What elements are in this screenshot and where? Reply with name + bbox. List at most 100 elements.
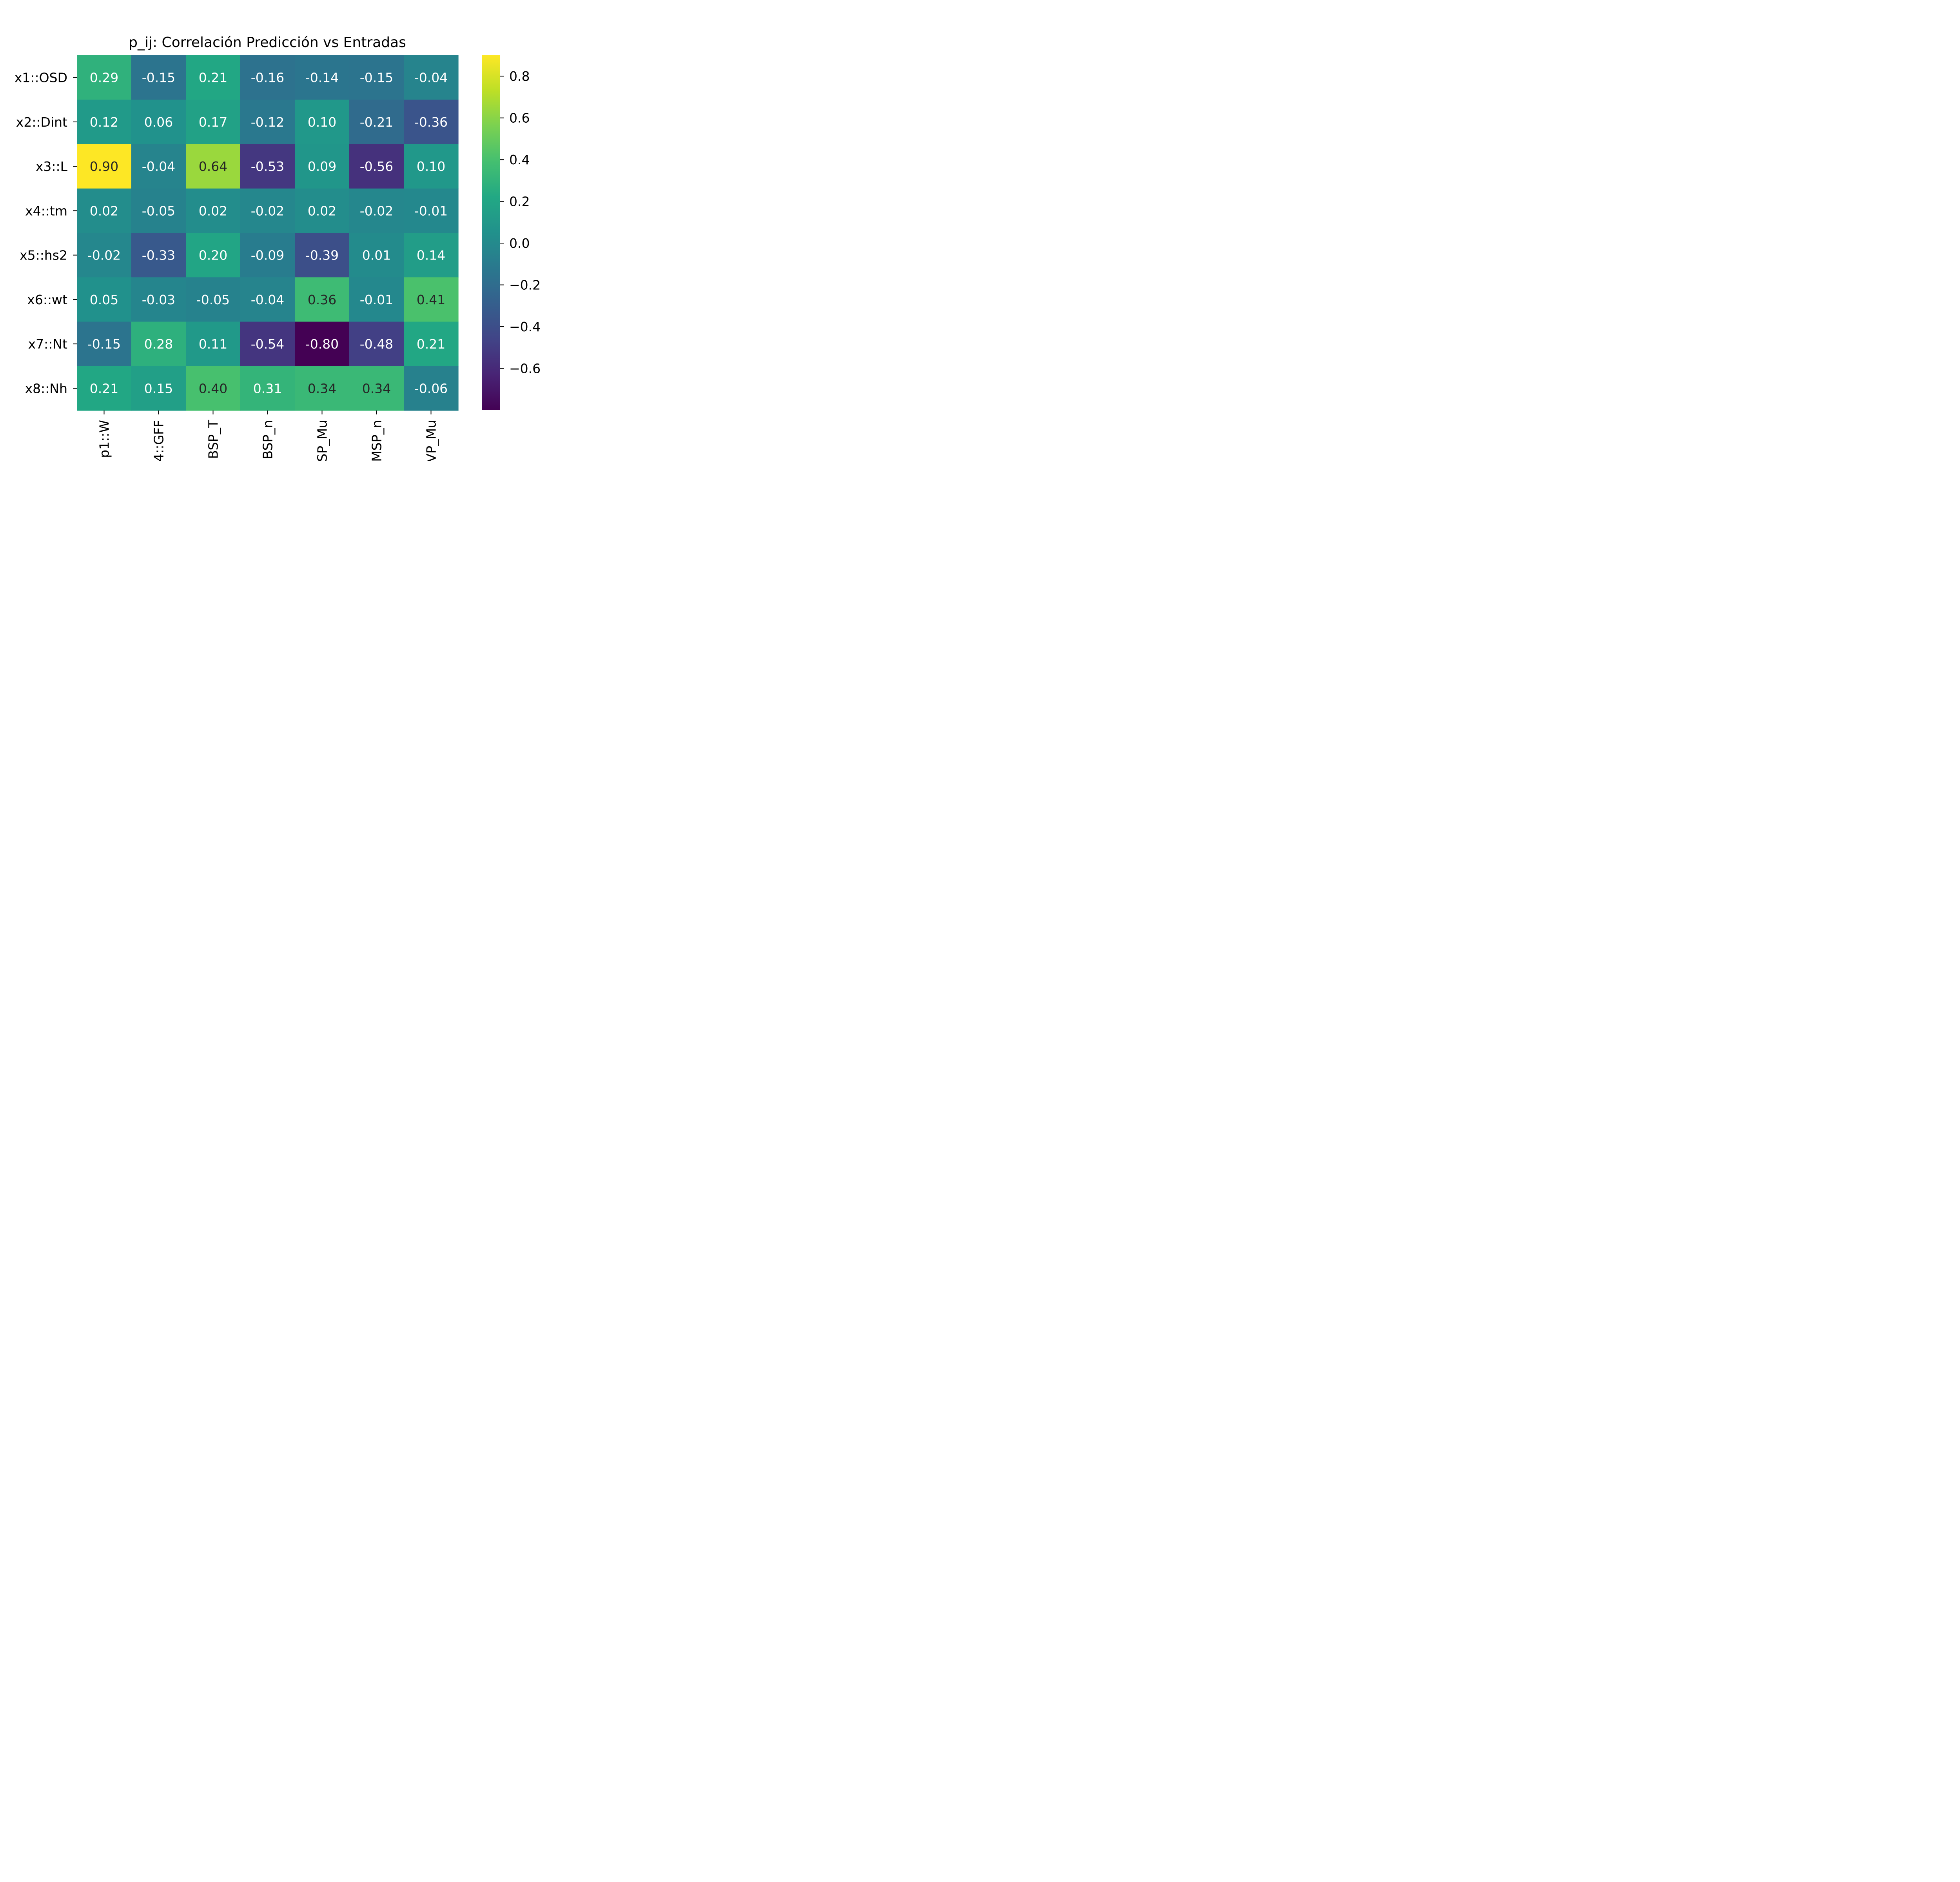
cell-value-label: -0.05 [196,292,230,307]
x-tick-label: BSP_T [206,420,221,459]
y-tick-label: x6::wt [27,292,67,307]
x-tick-label: VP_Mu [424,420,439,461]
heatmap-cell [295,100,350,145]
cell-value-label: 0.14 [417,248,445,263]
heatmap-cell [77,55,132,100]
cell-value-label: -0.06 [414,381,448,396]
heatmap-cell [131,100,186,145]
cell-value-label: 0.02 [199,203,227,218]
cell-value-label: 0.12 [90,114,118,130]
cell-value-label: 0.36 [308,292,336,307]
cell-value-label: -0.05 [142,203,175,218]
heatmap-cell [404,233,459,278]
x-tick-label: MSP_n [369,420,385,461]
cell-value-label: 0.41 [417,292,445,307]
heatmap-cell [404,322,459,367]
cell-value-label: -0.36 [414,114,448,130]
colorbar-tick-label: 0.6 [509,111,530,126]
colorbar-tick-label: 0.2 [509,194,530,209]
cell-value-label: 0.31 [253,381,282,396]
heatmap-cell [77,322,132,367]
cell-value-label: 0.28 [144,336,173,352]
cell-value-label: -0.39 [305,248,339,263]
cell-value-label: 0.02 [308,203,336,218]
heatmap-cell [240,144,295,189]
cell-value-label: 0.10 [417,159,445,174]
heatmap-cell [186,100,241,145]
y-tick-label: x8::Nh [25,381,67,396]
cell-value-label: -0.09 [251,248,284,263]
heatmap-cell [349,233,404,278]
cell-value-label: -0.01 [360,292,393,307]
y-axis: x1::OSDx2::Dintx3::Lx4::tmx5::hs2x6::wtx… [15,70,77,396]
x-tick-label: p1::W [97,420,112,458]
heatmap-cell [186,188,241,233]
cell-value-label: -0.14 [305,70,339,85]
heatmap-cell [186,277,241,322]
heatmap-cell [349,100,404,145]
cell-value-label: 0.20 [199,248,227,263]
heatmap-cell [295,233,350,278]
heatmap-cell [295,277,350,322]
y-tick-label: x1::OSD [15,70,67,85]
cell-value-label: -0.04 [142,159,175,174]
cell-value-label: 0.21 [90,381,118,396]
chart-title: p_ij: Correlación Predicción vs Entradas [129,35,406,51]
heatmap-cell [240,188,295,233]
cell-value-label: -0.02 [360,203,393,218]
heatmap-cell [240,322,295,367]
heatmap-cell [404,188,459,233]
heatmap-cell [131,277,186,322]
heatmap-cell [349,188,404,233]
cell-value-label: -0.56 [360,159,393,174]
cell-value-label: -0.04 [414,70,448,85]
colorbar-tick-label: 0.0 [509,236,530,251]
cell-value-label: -0.12 [251,114,284,130]
heatmap-cell [349,366,404,411]
heatmap-cell [295,188,350,233]
cell-value-label: 0.64 [199,159,227,174]
cell-value-label: -0.02 [251,203,284,218]
colorbar-tick-label: −0.6 [509,361,541,376]
heatmap-cell [186,366,241,411]
cell-value-label: 0.90 [90,159,118,174]
cell-value-label: 0.34 [362,381,391,396]
cell-value-label: -0.02 [87,248,121,263]
cell-value-label: 0.21 [417,336,445,352]
heatmap-cell [295,366,350,411]
x-tick-label: SP_Mu [315,420,330,461]
cell-value-label: 0.21 [199,70,227,85]
cell-value-label: -0.15 [87,336,121,352]
heatmap-cell [240,100,295,145]
heatmap-cell [240,233,295,278]
heatmap-cell [295,144,350,189]
heatmap-cell [186,322,241,367]
heatmap-cell [186,55,241,100]
cell-value-label: 0.05 [90,292,118,307]
cell-value-labels: 0.29 -0.15 0.21 -0.16 -0.14 -0.15 -0.04 0.12 0.0… [87,70,448,396]
heatmap-cell [77,366,132,411]
heatmap-cell [77,233,132,278]
heatmap-cell [349,55,404,100]
heatmap-cell [349,277,404,322]
cell-value-label: 0.02 [90,203,118,218]
cell-value-label: 0.17 [199,114,227,130]
cell-value-label: -0.33 [142,248,175,263]
y-tick-label: x4::tm [25,203,67,218]
cell-value-label: 0.06 [144,114,173,130]
x-tick-label: 4::GFF [151,420,167,461]
cell-value-label: -0.80 [305,336,339,352]
colorbar-tick-label: −0.2 [509,278,541,293]
heatmap-cell [77,100,132,145]
y-tick-label: x7::Nt [28,336,67,352]
cell-value-label: 0.10 [308,114,336,130]
cell-value-label: 0.15 [144,381,173,396]
heatmap-cell [77,188,132,233]
colorbar-gradient [482,55,500,410]
cell-value-label: 0.29 [90,70,118,85]
cell-value-label: 0.09 [308,159,336,174]
heatmap-cell [349,322,404,367]
heatmap-chart: p_ij: Correlación Predicción vs Entradas… [0,0,615,461]
heatmap-cell [131,144,186,189]
cell-value-label: 0.01 [362,248,391,263]
